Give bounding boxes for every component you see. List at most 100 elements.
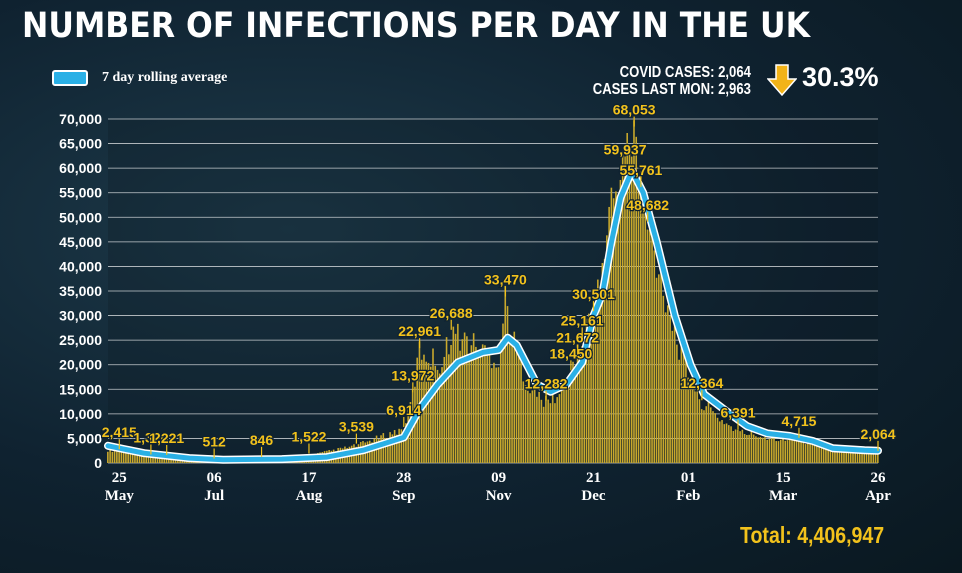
daily-case-bar bbox=[163, 456, 166, 463]
daily-case-bar bbox=[610, 187, 613, 463]
daily-case-bar bbox=[658, 274, 660, 463]
x-tick-day: 06 bbox=[207, 470, 223, 486]
daily-case-bar bbox=[161, 456, 163, 463]
daily-case-bar bbox=[434, 365, 437, 463]
daily-case-bar bbox=[870, 452, 872, 463]
daily-case-bar bbox=[520, 356, 522, 463]
x-tick-month: Sep bbox=[392, 488, 415, 504]
y-tick-label: 45,000 bbox=[59, 234, 102, 250]
daily-case-bar bbox=[504, 285, 507, 463]
y-tick-label: 0 bbox=[94, 455, 102, 471]
daily-case-bar bbox=[676, 344, 678, 463]
daily-case-bar bbox=[533, 387, 536, 463]
daily-case-bar bbox=[588, 313, 590, 463]
daily-case-bar bbox=[603, 259, 606, 463]
daily-case-bar bbox=[556, 397, 558, 463]
daily-case-bar bbox=[811, 444, 814, 463]
total-cases: Total: 4,406,947 bbox=[740, 522, 885, 548]
daily-case-bar bbox=[488, 349, 491, 463]
daily-case-bar bbox=[459, 350, 461, 463]
daily-case-bar bbox=[391, 434, 394, 463]
daily-case-bar bbox=[721, 420, 723, 463]
daily-case-bar bbox=[669, 315, 671, 463]
daily-case-bar bbox=[384, 437, 387, 463]
daily-case-bar bbox=[436, 369, 439, 463]
daily-case-bar bbox=[594, 322, 597, 463]
daily-case-bar bbox=[576, 344, 579, 463]
x-tick-day: 25 bbox=[112, 470, 127, 486]
daily-case-bar bbox=[626, 132, 628, 463]
daily-case-bar bbox=[479, 350, 482, 463]
daily-case-bar bbox=[775, 441, 778, 463]
daily-case-bar bbox=[396, 434, 398, 463]
daily-case-bar bbox=[402, 431, 405, 463]
daily-case-bar bbox=[628, 152, 631, 463]
daily-case-bar bbox=[752, 434, 755, 463]
daily-case-bar bbox=[644, 204, 647, 464]
daily-case-bar bbox=[149, 456, 152, 463]
daily-case-bar bbox=[646, 229, 649, 463]
daily-case-bar bbox=[484, 345, 486, 463]
daily-case-bar bbox=[858, 450, 861, 463]
daily-case-bar bbox=[730, 426, 732, 463]
daily-case-bar bbox=[653, 250, 656, 463]
daily-case-bar bbox=[834, 450, 836, 463]
daily-case-bar bbox=[728, 425, 730, 463]
x-tick-month: Aug bbox=[296, 488, 323, 504]
daily-case-bar bbox=[847, 450, 850, 463]
daily-case-bar bbox=[486, 353, 488, 463]
daily-case-bar bbox=[131, 454, 134, 463]
daily-case-bar bbox=[761, 437, 764, 463]
daily-case-bar bbox=[152, 456, 154, 463]
daily-case-bar bbox=[750, 431, 753, 463]
daily-case-bar bbox=[696, 385, 698, 463]
daily-case-bar bbox=[759, 436, 762, 463]
y-tick-label: 50,000 bbox=[59, 209, 102, 225]
data-label: 12,364 bbox=[680, 375, 723, 391]
daily-case-bar bbox=[822, 448, 825, 463]
daily-case-bar bbox=[529, 393, 531, 463]
daily-case-bar bbox=[671, 330, 674, 463]
data-label: 1,522 bbox=[291, 429, 326, 445]
y-tick-label: 40,000 bbox=[59, 258, 102, 274]
data-label: 30,501 bbox=[572, 286, 615, 302]
daily-case-bar bbox=[574, 371, 577, 463]
daily-case-bar bbox=[852, 449, 854, 463]
daily-case-bar bbox=[642, 194, 644, 463]
daily-case-bar bbox=[838, 450, 841, 463]
daily-case-bar bbox=[450, 345, 452, 463]
daily-case-bar bbox=[429, 366, 432, 463]
daily-case-bar bbox=[818, 444, 820, 463]
daily-case-bar bbox=[113, 450, 116, 463]
daily-case-bar bbox=[470, 345, 473, 463]
daily-case-bar bbox=[129, 454, 132, 463]
x-tick-month: Nov bbox=[486, 488, 512, 504]
daily-case-bar bbox=[545, 395, 547, 463]
daily-case-bar bbox=[743, 434, 746, 463]
daily-case-bar bbox=[140, 455, 143, 463]
daily-case-bar bbox=[685, 359, 687, 463]
x-tick-month: Feb bbox=[676, 488, 700, 504]
x-tick-day: 17 bbox=[301, 470, 317, 486]
cases-last-mon-text: CASES LAST MON: 2,963 bbox=[592, 81, 751, 98]
daily-case-bar bbox=[825, 446, 827, 463]
legend-label: 7 day rolling average bbox=[102, 70, 228, 85]
daily-case-bar bbox=[741, 429, 744, 463]
daily-case-bar bbox=[378, 439, 380, 463]
daily-case-bar bbox=[700, 409, 703, 463]
daily-case-bar bbox=[542, 406, 545, 463]
data-label: 3,539 bbox=[339, 419, 374, 435]
daily-case-bar bbox=[691, 387, 694, 463]
down-arrow-icon bbox=[767, 64, 797, 96]
daily-case-bar bbox=[639, 171, 642, 463]
daily-case-bar bbox=[779, 439, 782, 463]
daily-case-bar bbox=[590, 315, 592, 463]
daily-case-bar bbox=[165, 456, 168, 463]
daily-case-bar bbox=[572, 361, 574, 463]
daily-case-bar bbox=[499, 339, 502, 463]
daily-case-bar bbox=[513, 331, 516, 463]
daily-case-bar bbox=[716, 417, 719, 463]
daily-case-bar bbox=[624, 175, 626, 464]
daily-case-bar bbox=[612, 198, 615, 463]
